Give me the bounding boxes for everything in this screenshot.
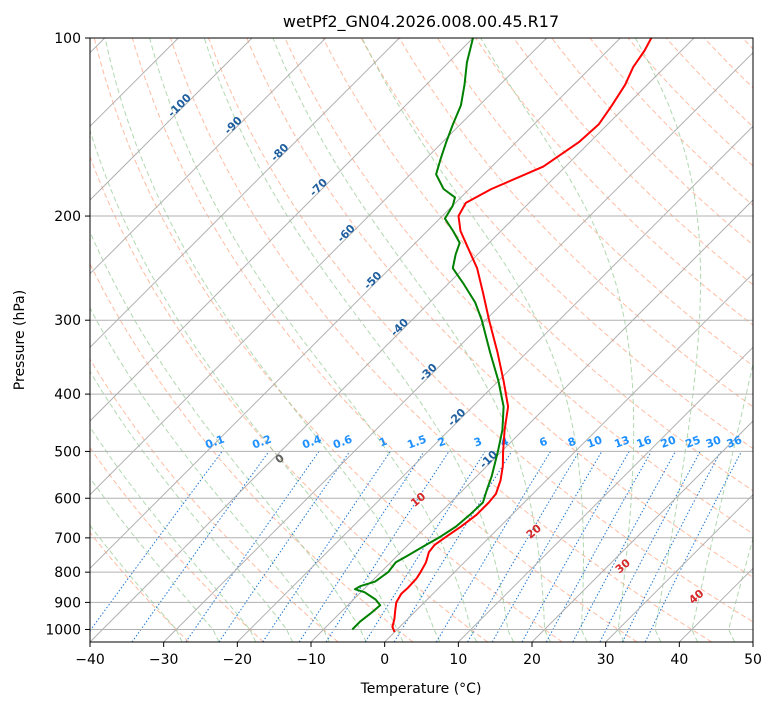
y-tick-label: 200 [54,209,81,225]
y-tick-label: 900 [54,595,81,611]
x-tick-label: 40 [670,652,688,668]
y-tick-label: 600 [54,491,81,507]
y-tick-label: 100 [54,31,81,47]
chart-title: wetPf2_GN04.2026.008.00.45.R17 [283,12,559,32]
x-axis-label: Temperature (°C) [360,681,482,697]
y-tick-label: 400 [54,387,81,403]
y-tick-label: 300 [54,313,81,329]
x-tick-label: −10 [296,652,326,668]
y-tick-label: 500 [54,444,81,460]
y-tick-label: 1000 [45,622,81,638]
x-tick-label: 20 [523,652,541,668]
x-tick-label: −40 [75,652,105,668]
y-tick-label: 800 [54,565,81,581]
x-tick-label: 0 [380,652,389,668]
y-tick-label: 700 [54,531,81,547]
y-axis-label: Pressure (hPa) [12,290,28,390]
x-tick-label: −30 [149,652,179,668]
x-tick-label: 10 [449,652,467,668]
x-tick-label: 30 [597,652,615,668]
x-tick-label: −20 [223,652,253,668]
x-tick-label: 50 [744,652,762,668]
